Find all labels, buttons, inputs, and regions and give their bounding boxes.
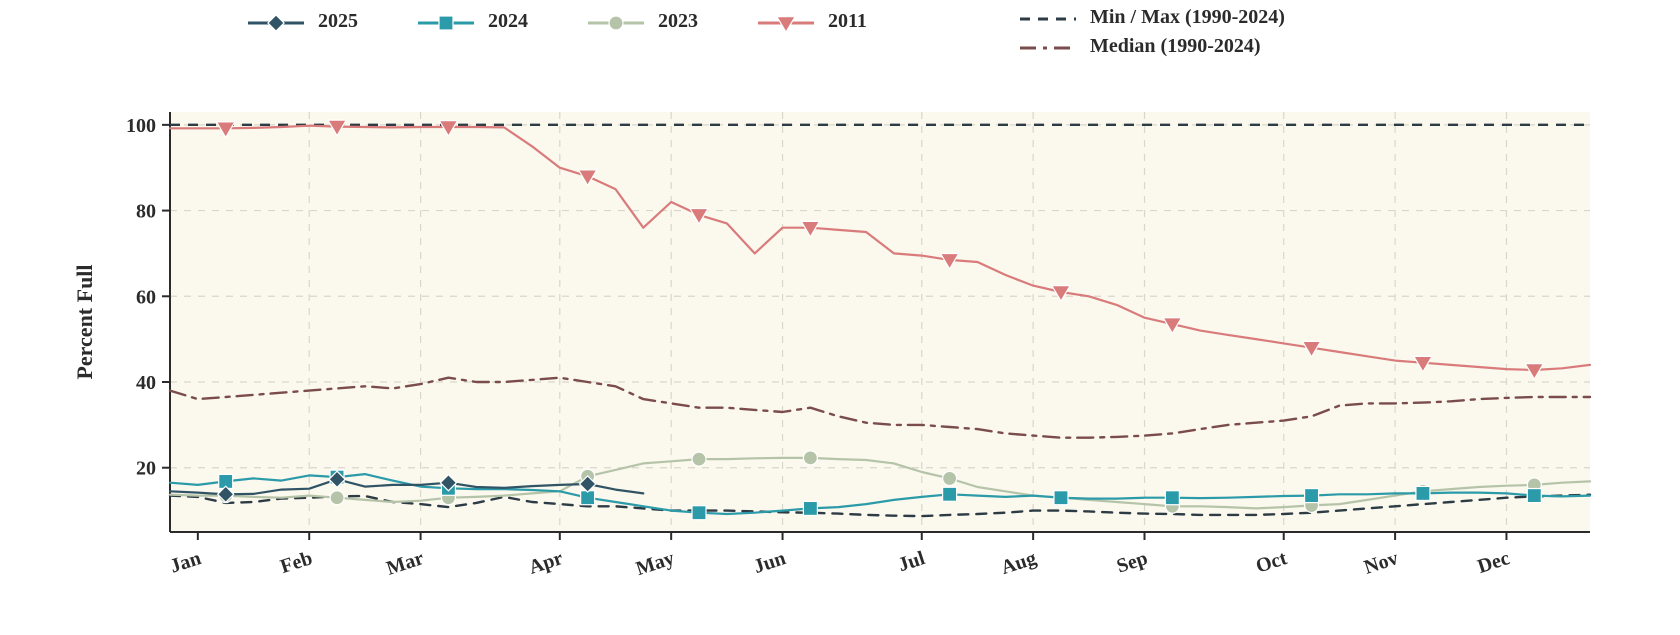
svg-text:60: 60 — [136, 286, 156, 308]
legend-label: 2023 — [658, 10, 698, 33]
svg-text:Jun: Jun — [751, 547, 788, 578]
legend-label: Median (1990-2024) — [1090, 35, 1261, 58]
legend-item-2024: 2024 — [418, 10, 528, 33]
svg-text:Feb: Feb — [278, 547, 315, 578]
svg-text:Percent Full: Percent Full — [72, 264, 97, 379]
svg-text:40: 40 — [136, 372, 156, 394]
legend-item-2011: 2011 — [758, 10, 867, 33]
svg-text:20: 20 — [136, 458, 156, 480]
svg-text:Jul: Jul — [895, 547, 928, 576]
svg-text:80: 80 — [136, 201, 156, 223]
legend-label: 2024 — [488, 10, 528, 33]
legend-item-2025: 2025 — [248, 10, 358, 33]
legend-item-2023: 2023 — [588, 10, 698, 33]
svg-text:Dec: Dec — [1475, 547, 1513, 578]
svg-text:Jan: Jan — [167, 547, 203, 578]
svg-text:100: 100 — [126, 115, 156, 137]
svg-text:Nov: Nov — [1361, 547, 1401, 579]
svg-text:May: May — [633, 547, 677, 580]
svg-text:Oct: Oct — [1253, 547, 1290, 578]
legend-item-minmax: Min / Max (1990-2024) — [1020, 6, 1285, 29]
legend-label: Min / Max (1990-2024) — [1090, 6, 1285, 29]
svg-text:Apr: Apr — [526, 547, 566, 579]
svg-text:Aug: Aug — [998, 547, 1039, 579]
legend-item-median: Median (1990-2024) — [1020, 35, 1261, 58]
legend-series: 2025 2024 2023 2011 — [248, 10, 867, 33]
chart-container: 20 40 60 80 100 Percent Full Jan Feb Mar Apr May Ju… — [0, 0, 1680, 630]
legend-reference: Min / Max (1990-2024) Median (1990-2024) — [1020, 6, 1285, 58]
chart-svg: 20 40 60 80 100 Percent Full Jan Feb Mar Apr May Ju… — [0, 0, 1680, 630]
svg-text:Sep: Sep — [1114, 547, 1150, 578]
legend-label: 2011 — [828, 10, 867, 33]
svg-text:Mar: Mar — [384, 547, 427, 580]
legend-label: 2025 — [318, 10, 358, 33]
